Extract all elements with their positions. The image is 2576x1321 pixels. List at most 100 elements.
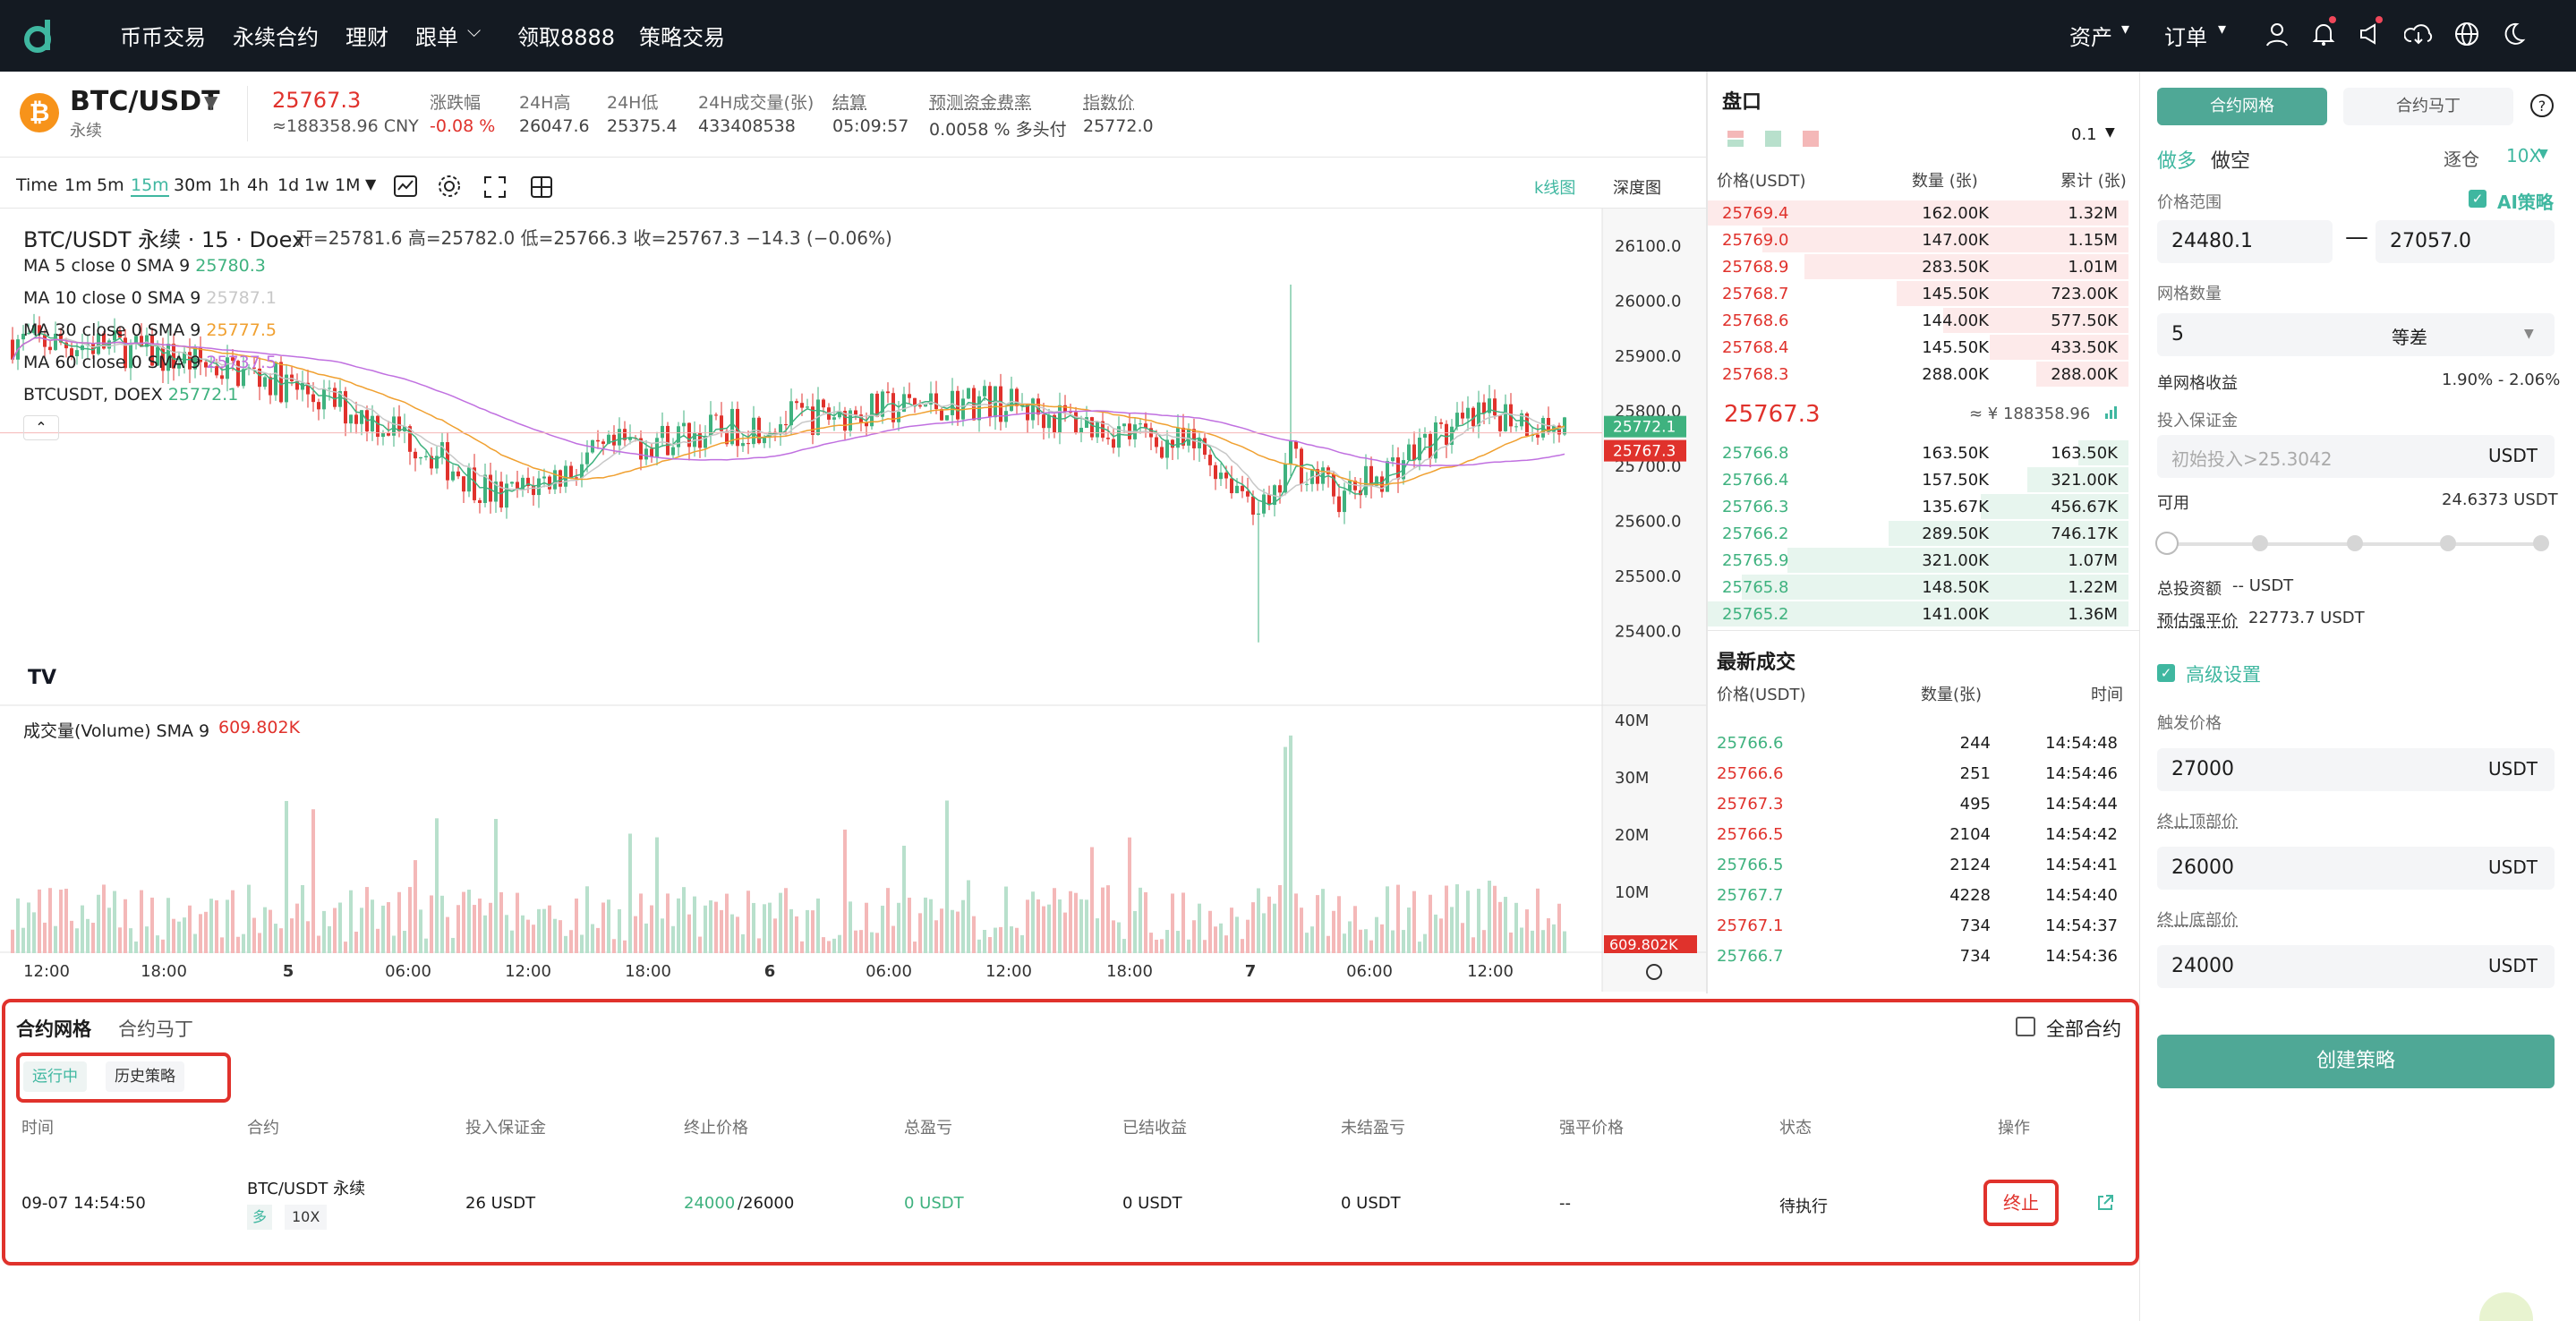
nav-copytrade[interactable]: 跟单	[415, 25, 458, 50]
bid-row[interactable]: 25765.9 321.00K 1.07M	[1708, 548, 2128, 575]
margin-input[interactable]: 初始投入>25.3042 USDT	[2157, 435, 2555, 478]
chevron-down-icon[interactable]: ▼	[365, 175, 377, 192]
indicator-icon[interactable]	[394, 175, 417, 197]
tf-1d[interactable]: 1d	[277, 175, 300, 195]
settings-icon[interactable]	[437, 174, 462, 199]
tf-1w[interactable]: 1w	[304, 175, 329, 195]
tab-contract-grid[interactable]: 合约网格	[2157, 88, 2327, 125]
candle-body	[934, 393, 938, 410]
tf-time[interactable]: Time	[16, 175, 58, 195]
terminate-button[interactable]: 终止	[1983, 1180, 2059, 1226]
chevron-down-icon[interactable]: ▼	[2538, 147, 2548, 161]
ask-row[interactable]: 25768.4 145.50K 433.50K	[1708, 335, 2128, 362]
bid-row[interactable]: 25765.8 148.50K 1.22M	[1708, 575, 2128, 601]
layout-icon[interactable]	[530, 175, 553, 199]
subtab-history[interactable]: 历史策略	[106, 1061, 184, 1092]
chevron-down-icon[interactable]: ▼	[2524, 327, 2534, 341]
slider-step[interactable]	[2252, 535, 2268, 551]
candle-body	[569, 465, 573, 478]
help-icon[interactable]: ?	[2529, 93, 2555, 118]
ask-row[interactable]: 25769.4 162.00K 1.32M	[1708, 200, 2128, 227]
ask-row[interactable]: 25768.9 283.50K 1.01M	[1708, 254, 2128, 281]
short-button[interactable]: 做空	[2211, 150, 2251, 173]
ask-row[interactable]: 25769.0 147.00K 1.15M	[1708, 227, 2128, 254]
tab-contract-martin[interactable]: 合约马丁	[2343, 88, 2513, 125]
volume-bar	[1520, 927, 1523, 953]
logo-icon[interactable]	[20, 16, 59, 55]
list-tab-martin[interactable]: 合约马丁	[118, 1018, 193, 1040]
user-icon[interactable]	[2265, 21, 2290, 47]
tf-1m[interactable]: 1m	[64, 175, 92, 195]
tf-5m[interactable]: 5m	[97, 175, 124, 195]
nav-perpetual[interactable]: 永续合约	[233, 25, 319, 50]
bid-row[interactable]: 25766.8 163.50K 163.50K	[1708, 440, 2128, 467]
candle-body	[1439, 422, 1443, 424]
margin-slider-handle[interactable]	[2155, 532, 2179, 555]
bid-row[interactable]: 25766.4 157.50K 321.00K	[1708, 467, 2128, 494]
ask-row[interactable]: 25768.7 145.50K 723.00K	[1708, 281, 2128, 308]
subtab-running[interactable]: 运行中	[23, 1061, 87, 1092]
fullscreen-icon[interactable]	[483, 175, 507, 199]
range-low-input[interactable]: 24480.1	[2157, 220, 2333, 263]
grid-count-input[interactable]: 5 等差 ▼	[2157, 313, 2555, 356]
chevron-down-icon[interactable]: ▾	[2218, 20, 2227, 38]
volume-bar	[1257, 888, 1260, 953]
nav-strategy[interactable]: 策略交易	[639, 25, 725, 50]
grid-type-select[interactable]: 等差	[2392, 327, 2427, 348]
tf-4h[interactable]: 4h	[247, 175, 269, 195]
create-strategy-button[interactable]: 创建策略	[2157, 1035, 2555, 1088]
book-asks-icon[interactable]	[1803, 131, 1819, 147]
ask-row[interactable]: 25768.6 144.00K 577.50K	[1708, 308, 2128, 335]
bid-row[interactable]: 25766.2 289.50K 746.17K	[1708, 521, 2128, 548]
chevron-down-icon[interactable]: ▼	[2105, 125, 2115, 140]
precision-select[interactable]: 0.1	[2071, 125, 2097, 144]
megaphone-icon[interactable]	[2358, 21, 2383, 47]
stop-bottom-label: 终止底部价	[2157, 911, 2238, 930]
book-bids-icon[interactable]	[1765, 131, 1781, 147]
stop-top-input[interactable]: 26000 USDT	[2157, 847, 2555, 890]
globe-icon[interactable]	[2454, 21, 2479, 47]
chevron-down-icon[interactable]: ▾	[2121, 20, 2130, 38]
tab-depth[interactable]: 深度图	[1613, 179, 1661, 198]
tf-15m[interactable]: 15m	[131, 175, 169, 197]
bid-row[interactable]: 25765.2 141.00K 1.36M	[1708, 601, 2128, 628]
volume-bar	[134, 942, 138, 953]
symbol-name[interactable]: BTC/USDT	[70, 86, 220, 117]
price-chart[interactable]: 26100.026000.025900.025800.025700.025600…	[0, 209, 1706, 992]
time-tick: 7	[1245, 962, 1257, 981]
download-cloud-icon[interactable]	[2404, 21, 2433, 47]
slider-step[interactable]	[2533, 535, 2549, 551]
advanced-checkbox[interactable]: ✓	[2157, 664, 2175, 682]
collapse-legend-button[interactable]: ⌃	[23, 415, 59, 440]
ai-checkbox[interactable]: ✓	[2469, 190, 2486, 208]
volume-tag-text: 609.802K	[1609, 936, 1678, 953]
range-high-input[interactable]: 27057.0	[2376, 220, 2555, 263]
book-both-icon[interactable]	[1727, 131, 1744, 147]
bell-icon[interactable]	[2311, 21, 2336, 47]
nav-finance[interactable]: 理财	[345, 25, 388, 50]
tf-1M[interactable]: 1M	[335, 175, 361, 195]
tf-1h[interactable]: 1h	[218, 175, 241, 195]
stop-bottom-input[interactable]: 24000 USDT	[2157, 945, 2555, 988]
tf-30m[interactable]: 30m	[174, 175, 212, 195]
chevron-down-icon[interactable]: ⌵	[467, 20, 482, 41]
moon-icon[interactable]	[2501, 21, 2526, 47]
long-button[interactable]: 做多	[2157, 150, 2197, 173]
slider-step[interactable]	[2347, 535, 2363, 551]
margin-mode[interactable]: 逐仓	[2444, 149, 2479, 170]
nav-orders[interactable]: 订单	[2164, 25, 2207, 50]
list-tab-grid[interactable]: 合约网格	[16, 1018, 91, 1040]
nav-bonus[interactable]: 领取8888	[517, 25, 616, 50]
slider-step[interactable]	[2440, 535, 2456, 551]
bid-row[interactable]: 25766.3 135.67K 456.67K	[1708, 494, 2128, 521]
axis-settings-icon[interactable]	[1646, 964, 1662, 980]
tab-kline[interactable]: k线图	[1534, 179, 1576, 198]
nav-assets[interactable]: 资产	[2069, 25, 2112, 50]
chevron-down-icon[interactable]: ▼	[204, 91, 218, 113]
all-contracts-checkbox[interactable]	[2016, 1017, 2035, 1036]
ask-row[interactable]: 25768.3 288.00K 288.00K	[1708, 362, 2128, 388]
trigger-price-input[interactable]: 27000 USDT	[2157, 748, 2555, 791]
external-link-icon[interactable]	[2096, 1194, 2114, 1212]
nav-spot[interactable]: 币币交易	[120, 25, 206, 50]
leverage-select[interactable]: 10X	[2506, 145, 2542, 166]
